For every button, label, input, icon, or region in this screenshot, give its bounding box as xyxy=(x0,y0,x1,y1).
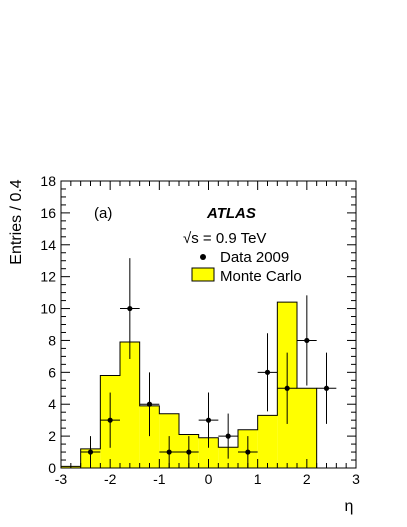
data-point-marker xyxy=(323,385,330,391)
atlas-label: ATLAS xyxy=(206,205,256,222)
mc-bin-bar xyxy=(297,388,317,468)
y-tick-label: 8 xyxy=(48,332,56,348)
y-tick-label: 6 xyxy=(48,364,56,380)
mc-bin-bar xyxy=(120,342,140,468)
x-tick-label: 0 xyxy=(205,471,213,487)
mc-bin-bar xyxy=(257,415,278,468)
data-point-marker xyxy=(107,417,113,423)
data-point xyxy=(277,352,297,424)
mc-histogram-outline xyxy=(60,301,337,469)
legend-data-label: Data 2009 xyxy=(220,249,289,266)
data-point-marker xyxy=(245,449,251,455)
data-point xyxy=(238,436,258,468)
data-point-marker xyxy=(87,449,94,455)
data-point xyxy=(218,413,238,459)
monte-carlo-layer xyxy=(60,301,337,469)
data-point xyxy=(316,352,337,424)
legend-mc-label: Monte Carlo xyxy=(220,268,302,285)
energy-label: √s = 0.9 TeV xyxy=(183,230,266,247)
data-point-marker xyxy=(284,385,290,391)
data-point xyxy=(198,392,219,448)
y-tick-label: 0 xyxy=(48,460,56,476)
legend-data-marker xyxy=(200,254,206,260)
data-point-marker xyxy=(127,305,133,312)
x-tick-label: -2 xyxy=(104,471,117,487)
mc-bin-bar xyxy=(139,405,160,468)
data-point xyxy=(179,436,199,468)
y-axis-label: Entries / 0.4 xyxy=(8,179,25,264)
y-tick-label: 2 xyxy=(48,428,56,444)
data-point-marker xyxy=(264,369,271,375)
x-axis-label: η xyxy=(345,498,354,515)
data-point xyxy=(120,258,140,359)
data-point xyxy=(139,372,160,437)
legend-mc-swatch xyxy=(191,267,215,282)
y-tick-label: 10 xyxy=(40,301,56,317)
data-point-marker xyxy=(146,401,153,407)
y-tick-label: 4 xyxy=(48,396,56,412)
data-point-marker xyxy=(225,433,231,439)
data-point xyxy=(100,392,120,448)
data-point-marker xyxy=(205,417,212,423)
mc-bin-bar xyxy=(198,437,219,468)
data-point-marker xyxy=(166,449,172,455)
y-tick-label: 14 xyxy=(40,237,56,253)
data-point xyxy=(80,436,101,468)
data-point xyxy=(257,333,278,412)
x-tick-label: 3 xyxy=(352,471,360,487)
x-tick-label: 1 xyxy=(254,471,262,487)
panel-label: (a) xyxy=(94,205,112,222)
data-point-marker xyxy=(186,449,192,455)
data-point xyxy=(159,436,179,468)
x-tick-label: -3 xyxy=(55,471,68,487)
data-points-layer xyxy=(80,258,337,468)
y-tick-label: 18 xyxy=(40,173,56,189)
x-tick-label: 2 xyxy=(303,471,311,487)
y-tick-label: 12 xyxy=(40,269,56,285)
data-point xyxy=(297,295,317,386)
data-point-marker xyxy=(304,337,310,344)
y-tick-label: 16 xyxy=(40,205,56,221)
x-tick-label: -1 xyxy=(153,471,166,487)
